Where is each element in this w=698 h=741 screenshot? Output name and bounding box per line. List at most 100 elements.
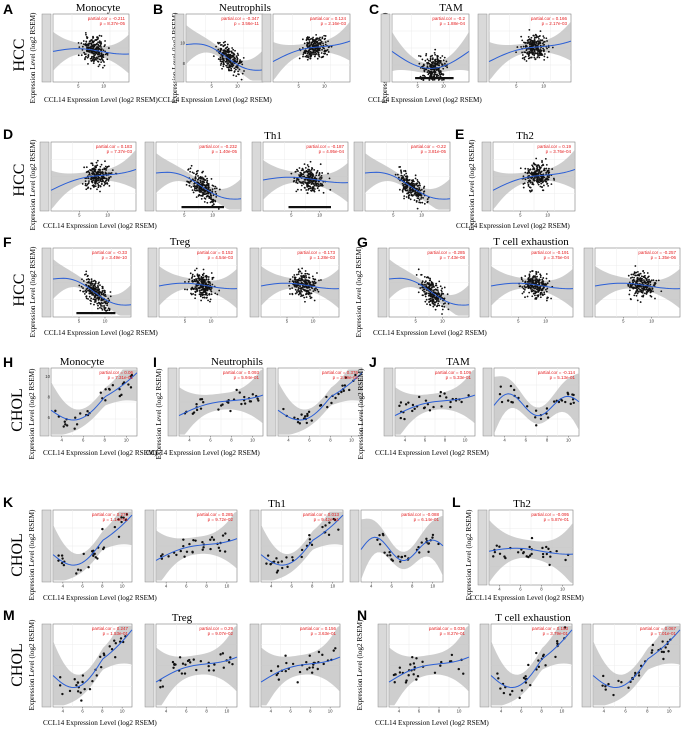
data-point	[99, 284, 101, 287]
data-point	[237, 73, 239, 76]
data-point	[196, 274, 199, 277]
data-point	[282, 407, 285, 411]
data-point	[535, 42, 538, 45]
data-point	[310, 183, 313, 186]
data-point	[117, 518, 120, 521]
data-point	[85, 171, 88, 174]
data-point	[84, 32, 87, 34]
data-point	[438, 280, 441, 283]
data-point	[211, 283, 214, 286]
data-point	[414, 174, 417, 177]
data-point	[98, 34, 101, 37]
data-point	[604, 685, 607, 688]
data-point	[221, 67, 223, 70]
data-point	[632, 273, 635, 276]
data-point	[206, 177, 208, 180]
data-point	[104, 300, 107, 303]
data-point	[201, 296, 204, 299]
data-point	[231, 662, 234, 666]
data-point	[304, 270, 307, 272]
data-point	[397, 555, 400, 558]
data-point	[529, 43, 531, 46]
data-point	[90, 280, 93, 283]
data-point	[190, 293, 193, 296]
data-point	[75, 423, 79, 426]
data-point	[84, 57, 87, 59]
data-point	[103, 181, 106, 184]
data-point	[534, 285, 537, 288]
data-point	[111, 169, 114, 172]
data-point	[316, 43, 319, 46]
data-point	[239, 59, 242, 61]
data-point	[528, 291, 531, 294]
data-point	[188, 661, 192, 664]
partial-cor-text: partial.cor = 0.152	[197, 250, 234, 255]
x-tick-label: 10	[430, 584, 435, 589]
data-point	[91, 55, 93, 58]
x-tick-label: 5	[78, 213, 81, 218]
data-point	[537, 43, 540, 46]
data-point	[524, 167, 527, 170]
data-point	[533, 42, 536, 45]
data-point	[191, 189, 194, 192]
partial-cor-text: partial.cor = -0.2	[432, 16, 465, 21]
data-point	[418, 193, 421, 196]
data-point	[173, 662, 176, 666]
data-point	[532, 292, 535, 295]
data-point	[300, 277, 303, 280]
floor-points	[76, 312, 116, 315]
data-point	[93, 296, 96, 299]
data-point	[433, 70, 435, 73]
data-point	[234, 60, 236, 62]
data-point	[405, 189, 408, 192]
x-tick-label: 10	[560, 587, 565, 592]
data-point	[312, 48, 315, 51]
data-point	[311, 44, 314, 47]
data-point	[426, 276, 429, 278]
data-point	[322, 191, 325, 194]
data-point	[93, 303, 95, 306]
partial-cor-text: partial.cor = -0.257	[638, 250, 676, 255]
data-point	[321, 183, 324, 186]
data-point	[309, 297, 312, 299]
data-point	[104, 160, 106, 163]
data-point	[218, 188, 221, 191]
data-point	[443, 56, 446, 59]
data-point	[89, 46, 92, 49]
data-point	[651, 643, 655, 647]
data-point	[200, 299, 203, 302]
data-point	[652, 279, 655, 282]
data-point	[84, 184, 87, 187]
data-point	[523, 182, 526, 185]
data-point	[102, 54, 105, 56]
data-point	[543, 167, 546, 170]
data-point	[520, 689, 524, 692]
data-point	[281, 566, 284, 570]
x-tick-label: 8	[329, 438, 332, 443]
data-point	[521, 54, 524, 56]
data-point	[534, 163, 537, 166]
data-point	[95, 51, 98, 54]
data-point	[417, 268, 420, 271]
data-point	[326, 405, 329, 409]
trend-line	[50, 168, 137, 191]
cancer-label: CHOL	[9, 388, 26, 432]
data-point	[312, 187, 315, 190]
data-point	[633, 276, 635, 279]
data-point	[301, 169, 304, 172]
data-point	[326, 53, 329, 56]
data-point	[436, 68, 438, 71]
data-point	[642, 270, 645, 272]
data-point	[120, 520, 123, 524]
data-point	[228, 661, 231, 664]
data-point	[197, 277, 199, 280]
data-point	[432, 405, 435, 409]
data-point	[295, 180, 298, 182]
data-point	[86, 47, 89, 50]
data-point	[319, 163, 322, 166]
data-point	[546, 40, 548, 42]
data-point	[522, 550, 525, 554]
